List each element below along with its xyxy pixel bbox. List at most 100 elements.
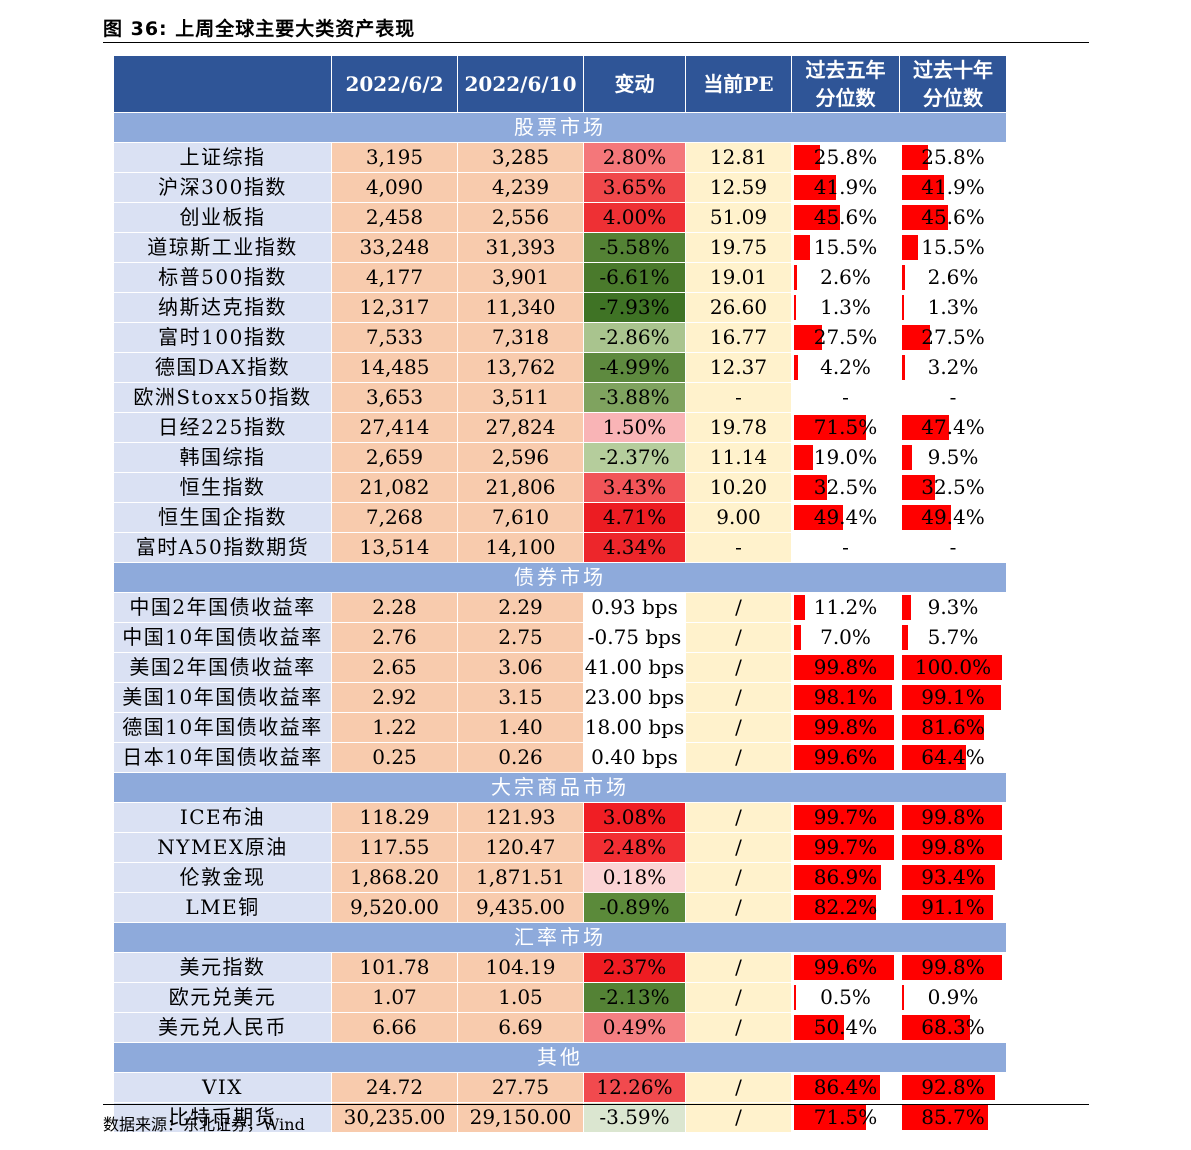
change-cell: -2.37% <box>583 442 686 473</box>
percentile-10y-bar <box>902 175 944 200</box>
value-end: 104.19 <box>457 952 584 983</box>
percentile-10y-bar <box>902 895 993 920</box>
table-row: 日本10年国债收益率 0.25 0.26 0.40 bps/ 99.6% 64.4% <box>113 742 1007 773</box>
percentile-5y-value: 50.4% <box>813 1015 878 1039</box>
value-end: 3,285 <box>457 142 584 173</box>
value-start: 13,514 <box>331 532 458 563</box>
change-cell: 4.71% <box>583 502 686 533</box>
value-end: 1.05 <box>457 982 584 1013</box>
table-row: 美国2年国债收益率 2.65 3.06 41.00 bps/ 99.8% 100.0% <box>113 652 1007 683</box>
value-start: 2.76 <box>331 622 458 653</box>
value-end: 1,871.51 <box>457 862 584 893</box>
change-cell: 41.00 bps <box>583 652 686 683</box>
percentile-5y-bar <box>794 175 836 200</box>
change-cell: 0.49% <box>583 1012 686 1043</box>
percentile-10y-value: 99.8% <box>921 955 985 979</box>
value-end: 3,901 <box>457 262 584 293</box>
pe-cell: - <box>685 382 792 413</box>
change-cell: -0.75 bps <box>583 622 686 653</box>
asset-name: 日本10年国债收益率 <box>113 742 332 773</box>
percentile-10y-bar <box>902 235 918 260</box>
value-end: 31,393 <box>457 232 584 263</box>
value-end: 0.26 <box>457 742 584 773</box>
header-5y-percentile: 过去五年 分位数 <box>791 55 900 113</box>
percentile-5y-bar <box>794 985 796 1010</box>
percentile-10y-value: 45.6% <box>921 205 985 229</box>
pe-cell: / <box>685 1012 792 1043</box>
percentile-10y-value: 47.4% <box>921 415 985 439</box>
change-cell: 4.00% <box>583 202 686 233</box>
percentile-10y-cell: 3.2% <box>899 352 1007 383</box>
percentile-10y-value: - <box>949 535 957 559</box>
table-row: 中国2年国债收益率 2.28 2.29 0.93 bps/ 11.2% 9.3% <box>113 592 1007 623</box>
percentile-5y-bar <box>794 625 801 650</box>
table-row: 恒生指数 21,082 21,806 3.43% 10.20 32.5% 32.5% <box>113 472 1007 503</box>
percentile-5y-bar <box>794 355 798 380</box>
value-end: 120.47 <box>457 832 584 863</box>
percentile-10y-cell: 93.4% <box>899 862 1007 893</box>
table-row: 韩国综指 2,659 2,596 -2.37% 11.14 19.0% 9.5% <box>113 442 1007 473</box>
percentile-5y-bar <box>794 145 820 170</box>
table-row: 欧洲Stoxx50指数 3,653 3,511 -3.88% - - - <box>113 382 1007 413</box>
percentile-10y-cell: 85.7% <box>899 1102 1007 1133</box>
percentile-5y-bar <box>794 1075 880 1100</box>
header-row: 2022/6/2 2022/6/10 变动 当前PE 过去五年 分位数 过去十年 分位数 <box>113 55 1007 113</box>
percentile-10y-value: 41.9% <box>921 175 985 199</box>
pe-cell: / <box>685 1072 792 1103</box>
percentile-10y-cell: 2.6% <box>899 262 1007 293</box>
asset-name: 美国2年国债收益率 <box>113 652 332 683</box>
percentile-10y-cell: 47.4% <box>899 412 1007 443</box>
value-start: 2.28 <box>331 592 458 623</box>
percentile-10y-cell: 92.8% <box>899 1072 1007 1103</box>
value-start: 101.78 <box>331 952 458 983</box>
percentile-10y-bar <box>902 355 905 380</box>
percentile-5y-value: 19.0% <box>813 445 878 469</box>
percentile-10y-cell: 5.7% <box>899 622 1007 653</box>
percentile-10y-bar <box>902 325 930 350</box>
percentile-5y-value: - <box>842 535 849 559</box>
pe-cell: 12.59 <box>685 172 792 203</box>
percentile-10y-cell: - <box>899 382 1007 413</box>
percentile-10y-value: 32.5% <box>921 475 985 499</box>
percentile-5y-value: 86.9% <box>813 865 878 889</box>
percentile-5y-bar <box>794 835 894 860</box>
percentile-10y-cell: - <box>899 532 1007 563</box>
asset-name: ICE布油 <box>113 802 332 833</box>
value-start: 6.66 <box>331 1012 458 1043</box>
section-row: 债券市场 <box>113 562 1007 593</box>
value-end: 7,318 <box>457 322 584 353</box>
value-start: 117.55 <box>331 832 458 863</box>
value-end: 4,239 <box>457 172 584 203</box>
change-cell: 18.00 bps <box>583 712 686 743</box>
percentile-5y-bar <box>794 265 797 290</box>
table-row: 德国DAX指数 14,485 13,762 -4.99% 12.37 4.2% 3.2% <box>113 352 1007 383</box>
change-cell: 4.34% <box>583 532 686 563</box>
percentile-5y-bar <box>794 235 810 260</box>
percentile-5y-value: 1.3% <box>820 295 871 319</box>
percentile-5y-value: 99.6% <box>813 955 878 979</box>
change-cell: 0.18% <box>583 862 686 893</box>
asset-name: 沪深300指数 <box>113 172 332 203</box>
asset-name: VIX <box>113 1072 332 1103</box>
percentile-10y-value: 27.5% <box>921 325 985 349</box>
pe-cell: - <box>685 532 792 563</box>
value-end: 3.15 <box>457 682 584 713</box>
pe-cell: 19.75 <box>685 232 792 263</box>
change-cell: 23.00 bps <box>583 682 686 713</box>
table-row: 纳斯达克指数 12,317 11,340 -7.93% 26.60 1.3% 1.3% <box>113 292 1007 323</box>
percentile-5y-cell: 99.6% <box>791 742 900 773</box>
percentile-10y-cell: 99.8% <box>899 832 1007 863</box>
percentile-5y-bar <box>794 205 840 230</box>
value-end: 14,100 <box>457 532 584 563</box>
percentile-10y-bar <box>902 745 966 770</box>
value-end: 2.75 <box>457 622 584 653</box>
asset-name: 伦敦金现 <box>113 862 332 893</box>
value-end: 3,511 <box>457 382 584 413</box>
percentile-10y-cell: 99.8% <box>899 802 1007 833</box>
value-start: 0.25 <box>331 742 458 773</box>
percentile-10y-cell: 64.4% <box>899 742 1007 773</box>
pe-cell: 19.01 <box>685 262 792 293</box>
table-row: ICE布油 118.29 121.93 3.08%/ 99.7% 99.8% <box>113 802 1007 833</box>
change-cell: -3.88% <box>583 382 686 413</box>
percentile-5y-cell: 1.3% <box>791 292 900 323</box>
